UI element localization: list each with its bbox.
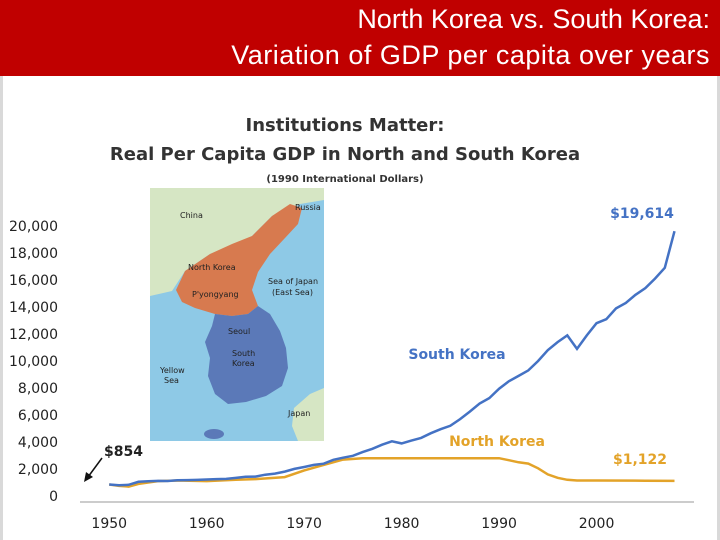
x-axis-ticks: 1950 1960 1970 1980 1990 2000 (91, 516, 614, 532)
y-tick-label: 14,000 (9, 300, 58, 316)
y-axis-ticks: 0 2,000 4,000 6,000 8,000 10,000 12,000 14,000 1… (9, 219, 58, 505)
slide-title-line-1: North Korea vs. South Korea: (357, 4, 710, 34)
series-label-south-korea: South Korea (408, 347, 505, 363)
map-label-china: China (180, 211, 203, 220)
y-tick-label: 2,000 (18, 462, 58, 478)
map-label-east-sea: (East Sea) (272, 288, 313, 297)
map-japan-land (292, 388, 324, 441)
map-label-russia: Russia (295, 203, 321, 212)
chart-units-note: (1990 International Dollars) (266, 174, 423, 185)
y-tick-label: 0 (49, 489, 58, 505)
x-tick-label: 1970 (286, 516, 322, 532)
annotation-start-value: $854 (104, 444, 143, 460)
gdp-chart: Institutions Matter: Real Per Capita GDP… (9, 115, 694, 532)
y-tick-label: 10,000 (9, 354, 58, 370)
y-tick-label: 16,000 (9, 273, 58, 289)
slide-title-bar: North Korea vs. South Korea: Variation o… (0, 0, 720, 76)
annotation-arrow-head (84, 472, 93, 482)
map-label-south-korea-1: South (232, 349, 255, 358)
series-line-north-korea (109, 456, 675, 488)
y-tick-label: 20,000 (9, 219, 58, 235)
chart-frame: Institutions Matter: Real Per Capita GDP… (0, 76, 720, 540)
x-tick-label: 2000 (579, 516, 615, 532)
map-label-sea-of-japan: Sea of Japan (268, 277, 318, 286)
map-label-japan: Japan (287, 409, 310, 418)
y-tick-label: 6,000 (18, 408, 58, 424)
map-jeju-island (204, 429, 224, 439)
annotation-north-korea-end-value: $1,122 (613, 452, 667, 468)
map-label-north-korea: North Korea (188, 263, 236, 272)
x-tick-label: 1980 (384, 516, 420, 532)
x-tick-label: 1950 (91, 516, 127, 532)
x-tick-label: 1960 (189, 516, 225, 532)
korea-map-inset: China Russia North Korea P'yongyang Sea … (150, 188, 324, 441)
x-tick-label: 1990 (481, 516, 517, 532)
slide-title-line-2: Variation of GDP per capita over years (231, 40, 710, 70)
map-south-korea (205, 306, 288, 404)
map-label-yellow-sea-1: Yellow (159, 366, 185, 375)
y-tick-label: 8,000 (18, 381, 58, 397)
chart-subtitle: Real Per Capita GDP in North and South K… (110, 144, 580, 165)
annotation-south-korea-end-value: $19,614 (610, 206, 674, 222)
annotation-arrow-line (87, 457, 103, 478)
y-tick-label: 12,000 (9, 327, 58, 343)
y-tick-label: 4,000 (18, 435, 58, 451)
series-line-south-korea (109, 230, 676, 487)
map-label-yellow-sea-2: Sea (164, 376, 179, 385)
map-label-south-korea-2: Korea (232, 359, 255, 368)
chart-title: Institutions Matter: (246, 115, 445, 136)
map-north-korea (176, 204, 302, 316)
map-label-pyongyang: P'yongyang (192, 290, 239, 299)
series-label-north-korea: North Korea (449, 434, 545, 450)
y-tick-label: 18,000 (9, 246, 58, 262)
map-label-seoul: Seoul (228, 327, 250, 336)
